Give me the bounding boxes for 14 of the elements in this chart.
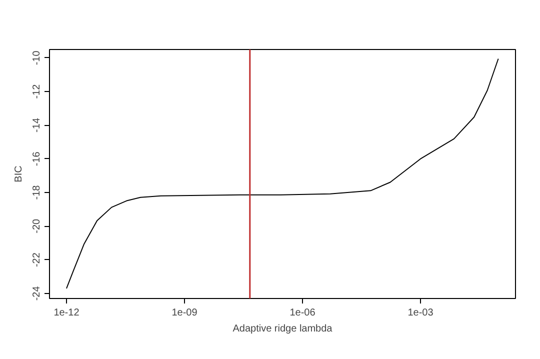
y-tick-label: -10 [32,50,42,66]
x-tick-label: 1e-06 [290,308,316,318]
y-tick-label: -22 [32,252,42,268]
y-tick-label: -20 [32,218,42,234]
y-tick-label: -12 [32,84,42,99]
x-axis-title: Adaptive ridge lambda [232,324,333,334]
y-tick-label: -16 [32,151,42,166]
x-tick-label: 1e-12 [54,308,80,318]
y-tick-label: -24 [32,286,42,301]
x-tick-label: 1e-09 [172,308,198,318]
x-tick-label: 1e-03 [408,308,434,318]
y-tick-label: -14 [32,118,42,132]
y-tick-label: -18 [32,184,42,200]
y-axis-title: BIC [14,166,24,182]
